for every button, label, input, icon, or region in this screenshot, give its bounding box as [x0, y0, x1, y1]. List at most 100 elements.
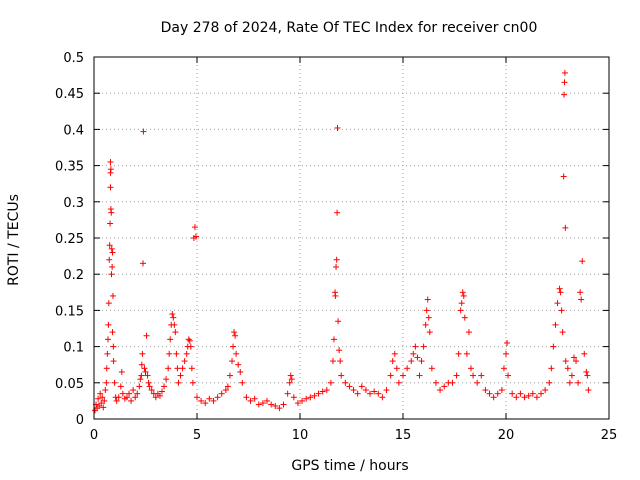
data-point: [319, 388, 326, 395]
data-point: [581, 350, 588, 357]
data-point: [561, 69, 568, 76]
data-point: [101, 397, 108, 404]
data-point: [474, 379, 481, 386]
y-tick-label: 0.45: [55, 87, 84, 102]
data-point: [187, 343, 194, 350]
data-point: [336, 347, 343, 354]
data-point: [231, 329, 238, 336]
data-point: [559, 329, 566, 336]
data-point: [311, 392, 318, 399]
data-point: [210, 397, 217, 404]
x-tick-label: 25: [601, 428, 618, 443]
data-point: [288, 376, 295, 383]
data-point: [408, 358, 415, 365]
data-point: [412, 343, 419, 350]
data-point: [562, 224, 569, 231]
data-point: [206, 395, 213, 402]
data-point: [243, 394, 250, 401]
data-point: [334, 124, 341, 131]
data-point: [109, 263, 116, 270]
data-point: [239, 379, 246, 386]
data-point: [561, 91, 568, 98]
data-point: [123, 394, 130, 401]
data-point: [424, 296, 431, 303]
data-point: [426, 329, 433, 336]
data-point: [172, 329, 179, 336]
data-point: [202, 400, 209, 407]
y-axis-title: ROTI / TECUs: [6, 194, 22, 286]
data-point: [425, 314, 432, 321]
data-point: [290, 394, 297, 401]
data-point: [103, 379, 110, 386]
data-point: [170, 314, 177, 321]
data-point: [346, 383, 353, 390]
data-point: [457, 307, 464, 314]
data-point: [174, 365, 181, 372]
data-points: [92, 69, 592, 414]
data-point: [584, 372, 591, 379]
data-point: [144, 372, 151, 379]
data-point: [183, 350, 190, 357]
y-tick-label: 0.35: [55, 160, 84, 175]
data-point: [337, 358, 344, 365]
data-point: [416, 372, 423, 379]
data-point: [371, 388, 378, 395]
data-point: [422, 321, 429, 328]
data-point: [110, 343, 117, 350]
data-point: [156, 392, 163, 399]
data-point: [461, 314, 468, 321]
data-point: [564, 365, 571, 372]
data-point: [585, 387, 592, 394]
data-point: [237, 368, 244, 375]
data-point: [453, 372, 460, 379]
data-point: [130, 387, 137, 394]
data-point: [143, 332, 150, 339]
data-point: [334, 209, 341, 216]
chart-title: Day 278 of 2024, Rate Of TEC Index for r…: [161, 20, 538, 36]
data-point: [175, 379, 182, 386]
data-point: [575, 379, 582, 386]
data-point: [490, 394, 497, 401]
data-point: [140, 128, 147, 135]
data-point: [375, 390, 382, 397]
data-point: [232, 332, 239, 339]
data-point: [335, 318, 342, 325]
data-point: [529, 390, 536, 397]
data-point: [141, 365, 148, 372]
data-point: [104, 350, 111, 357]
data-point: [167, 336, 174, 343]
data-point: [517, 390, 524, 397]
data-point: [556, 285, 563, 292]
data-point: [268, 401, 275, 408]
data-point: [108, 271, 115, 278]
data-point: [354, 390, 361, 397]
data-point: [333, 263, 340, 270]
data-point: [107, 184, 114, 191]
data-point: [437, 387, 444, 394]
data-point: [105, 321, 112, 328]
data-point: [163, 376, 170, 383]
data-point: [482, 387, 489, 394]
data-point: [330, 336, 337, 343]
data-point: [367, 390, 374, 397]
data-point: [111, 379, 118, 386]
y-tick-label: 0.3: [63, 196, 84, 211]
data-point: [115, 394, 122, 401]
data-point: [107, 166, 114, 173]
y-tick-label: 0.15: [55, 304, 84, 319]
data-point: [145, 379, 152, 386]
data-point: [560, 173, 567, 180]
data-point: [110, 358, 117, 365]
data-point: [478, 372, 485, 379]
data-point: [441, 383, 448, 390]
data-point: [107, 220, 114, 227]
data-point: [142, 368, 149, 375]
data-point: [119, 390, 126, 397]
data-point: [323, 387, 330, 394]
data-point: [113, 397, 120, 404]
data-point: [465, 329, 472, 336]
y-tick-label: 0: [76, 413, 84, 428]
data-point: [284, 390, 291, 397]
y-tick-label: 0.4: [63, 123, 84, 138]
